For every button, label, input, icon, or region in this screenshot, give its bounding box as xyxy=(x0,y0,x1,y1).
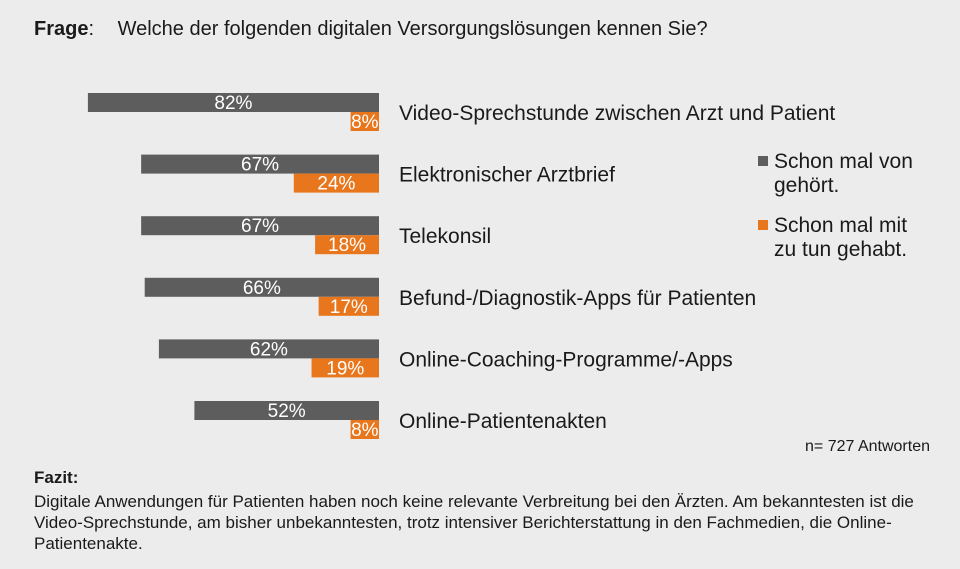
category-label-4: Online-Coaching-Programme/-Apps xyxy=(399,348,733,371)
bar-known-3 xyxy=(144,277,379,297)
question: Frage: Welche der folgenden digitalen Ve… xyxy=(34,18,708,41)
data-label-known-1: 67% xyxy=(241,155,279,176)
question-text: Welche der folgenden digitalen Versorgun… xyxy=(117,18,708,40)
data-label-used-1: 24% xyxy=(317,174,355,195)
legend-label-0-line-1: gehört. xyxy=(774,174,839,197)
data-label-used-4: 19% xyxy=(326,358,364,379)
bar-chart: 82% 8% Video-Sprechstunde zwischen Arzt un… xyxy=(87,93,913,441)
data-label-known-0: 82% xyxy=(214,93,252,114)
conclusion-label: Fazit xyxy=(34,468,73,487)
data-label-known-3: 66% xyxy=(243,278,281,299)
data-label-known-4: 62% xyxy=(250,339,288,360)
category-label-0: Video-Sprechstunde zwischen Arzt und Pat… xyxy=(399,102,835,125)
bar-known-5 xyxy=(194,401,379,420)
bar-used-1 xyxy=(293,173,379,193)
legend-swatch-1 xyxy=(758,220,768,230)
conclusion-title: Fazit: xyxy=(34,468,79,487)
category-label-1: Elektronischer Arztbrief xyxy=(399,164,615,187)
legend-swatch-0 xyxy=(758,156,768,166)
bar-used-5 xyxy=(350,420,379,439)
data-label-used-3: 17% xyxy=(330,297,368,318)
bar-known-1 xyxy=(141,154,379,174)
question-colon: : xyxy=(88,18,95,40)
conclusion-text: Digitale Anwendungen für Patienten haben… xyxy=(34,492,914,553)
category-label-5: Online-Patientenakten xyxy=(399,410,607,433)
bar-used-0 xyxy=(350,112,379,131)
bar-known-2 xyxy=(141,216,379,236)
bar-known-0 xyxy=(87,93,380,112)
category-label-2: Telekonsil xyxy=(399,225,491,248)
legend-label-1-line-1: zu tun gehabt. xyxy=(774,238,907,261)
sample-size-note: n= 727 Antworten xyxy=(805,438,930,455)
data-label-known-2: 67% xyxy=(241,216,279,237)
bar-used-2 xyxy=(315,235,379,255)
question-label: Frage xyxy=(34,18,89,40)
data-label-used-5: 8% xyxy=(351,420,379,441)
legend-label-0-line-0: Schon mal von xyxy=(774,150,913,173)
bar-used-4 xyxy=(311,358,379,378)
data-label-used-0: 8% xyxy=(351,112,379,133)
legend-label-1-line-0: Schon mal mit xyxy=(774,214,907,237)
data-label-used-2: 18% xyxy=(328,235,366,256)
bar-used-3 xyxy=(318,296,379,316)
bar-known-4 xyxy=(158,339,379,359)
data-label-known-5: 52% xyxy=(268,401,306,422)
category-label-3: Befund-/Diagnostik-Apps für Patienten xyxy=(399,287,756,310)
